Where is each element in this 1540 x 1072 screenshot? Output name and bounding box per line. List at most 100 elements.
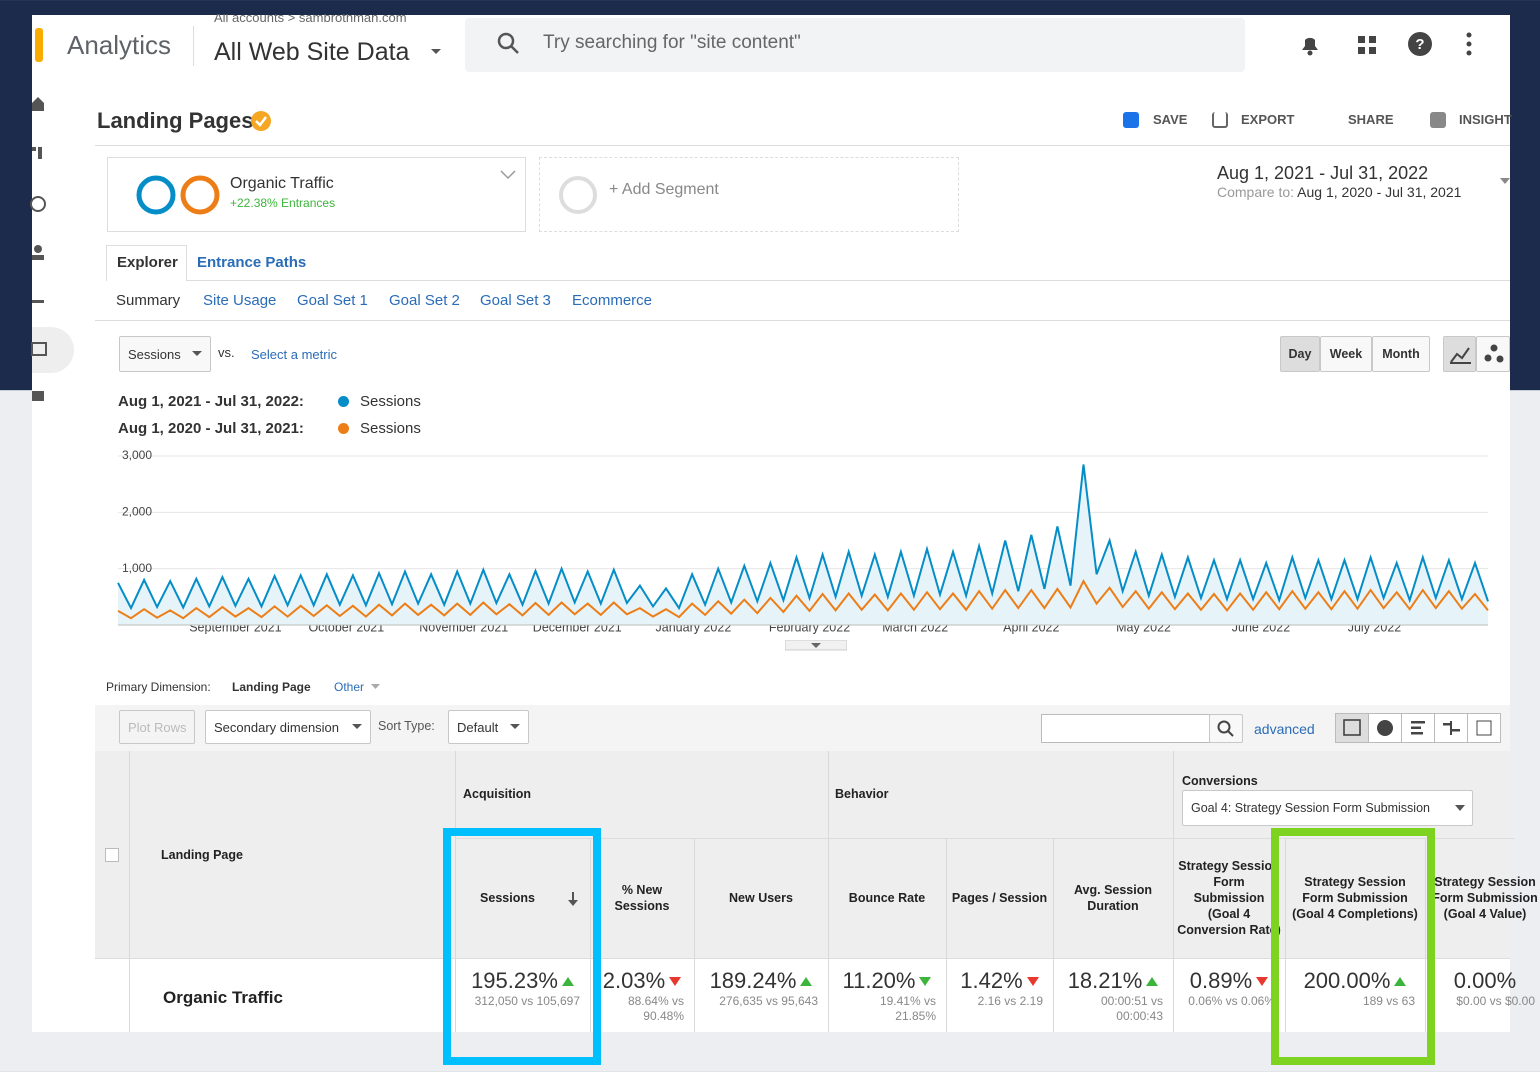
subtab[interactable]: Goal Set 1 xyxy=(297,292,368,309)
subtab[interactable]: Ecommerce xyxy=(572,292,652,309)
row-label: Organic Traffic xyxy=(163,988,283,1008)
subtab[interactable]: Site Usage xyxy=(203,292,276,309)
granularity-button[interactable]: Day xyxy=(1280,336,1320,372)
subtab[interactable]: Goal Set 3 xyxy=(480,292,551,309)
y-tick-label: 3,000 xyxy=(122,448,152,462)
legend-label: Sessions xyxy=(360,393,421,410)
action-icon[interactable] xyxy=(1212,112,1228,128)
divider xyxy=(95,145,1510,146)
change-detail: 19.41% vs 21.85% xyxy=(828,994,946,1024)
group-header: Behavior xyxy=(835,787,889,801)
caret xyxy=(352,724,362,730)
area xyxy=(118,465,1488,626)
select-metric[interactable]: Select a metric xyxy=(251,347,337,362)
segment-chevron[interactable] xyxy=(500,170,516,180)
highlight-box xyxy=(443,828,601,1065)
cell: 0.00%$0.00 vs $0.00 xyxy=(1425,968,1540,1030)
vline xyxy=(129,751,130,1032)
y-tick-label: 1,000 xyxy=(122,561,152,575)
cell: 11.20%19.41% vs 21.85% xyxy=(828,968,946,1030)
other-dimension[interactable]: Other xyxy=(334,680,364,694)
date-caret[interactable] xyxy=(1500,178,1510,185)
subtab[interactable]: Summary xyxy=(116,292,180,309)
tab[interactable]: Entrance Paths xyxy=(197,254,306,271)
cell: 189.24%276,635 vs 95,643 xyxy=(694,968,828,1030)
add-segment[interactable]: + Add Segment xyxy=(609,181,719,199)
caret xyxy=(192,351,202,357)
sort-type-label: Sort Type: xyxy=(378,719,435,733)
advanced-filter[interactable]: advanced xyxy=(1254,721,1315,737)
left-nav[interactable] xyxy=(30,95,50,405)
separator xyxy=(193,26,194,66)
dropdown-caret xyxy=(430,48,442,56)
cell-change-line: 189.24% xyxy=(694,968,828,994)
subtab[interactable]: Goal Set 2 xyxy=(389,292,460,309)
legend-period: Aug 1, 2020 - Jul 31, 2021: xyxy=(118,420,304,437)
granularity-button[interactable]: Week xyxy=(1320,336,1372,372)
tab[interactable]: Explorer xyxy=(117,254,178,271)
trend-arrow xyxy=(1256,977,1268,986)
legend-label: Sessions xyxy=(360,420,421,437)
plot-rows[interactable]: Plot Rows xyxy=(119,710,195,744)
chart: 1,0002,0003,000September 2021October 202… xyxy=(95,440,1510,640)
goal-dropdown[interactable]: Goal 4: Strategy Session Form Submission xyxy=(1182,790,1473,826)
action-icon[interactable] xyxy=(1123,112,1139,128)
date-range[interactable]: Aug 1, 2021 - Jul 31, 2022 xyxy=(1217,163,1428,184)
logo xyxy=(35,28,43,62)
product-name: Analytics xyxy=(67,30,171,61)
caret xyxy=(510,724,520,730)
change-value: 1.42% xyxy=(960,968,1022,994)
action-button[interactable]: SHARE xyxy=(1348,112,1394,127)
change-value: 189.24% xyxy=(710,968,797,994)
report-title: Landing Pages xyxy=(97,108,253,134)
change-value: 11.20% xyxy=(843,968,916,994)
compare-range: Compare to: Aug 1, 2020 - Jul 31, 2021 xyxy=(1217,184,1461,200)
action-icon[interactable] xyxy=(1430,112,1446,128)
chart-collapse[interactable] xyxy=(785,640,847,652)
select-all-checkbox[interactable] xyxy=(105,848,119,862)
property-selector[interactable]: All Web Site Data xyxy=(214,38,409,67)
action-icon[interactable] xyxy=(1318,112,1334,128)
granularity-label: Week xyxy=(1330,347,1362,361)
verified-badge xyxy=(250,110,272,132)
trend-arrow xyxy=(800,977,812,986)
change-value: 2.03% xyxy=(603,968,665,994)
action-button[interactable]: EXPORT xyxy=(1241,112,1294,127)
trend-arrow xyxy=(669,977,681,986)
cell-change-line: 11.20% xyxy=(828,968,946,994)
change-value: 0.89% xyxy=(1190,968,1252,994)
change-detail: 0.06% vs 0.06% xyxy=(1173,994,1285,1009)
chart-toggle-icons xyxy=(1447,342,1507,366)
caret xyxy=(1455,805,1465,811)
legend-marker xyxy=(338,396,349,407)
table-search[interactable] xyxy=(1041,714,1210,743)
cell-change-line: 0.89% xyxy=(1173,968,1285,994)
cell-change-line: 0.00% xyxy=(1425,968,1540,994)
change-detail: 00:00:51 vs 00:00:43 xyxy=(1053,994,1173,1024)
add-segment-card[interactable] xyxy=(539,157,959,232)
primary-dimension[interactable]: Landing Page xyxy=(232,680,311,694)
cell: 18.21%00:00:51 vs 00:00:43 xyxy=(1053,968,1173,1030)
trend-arrow xyxy=(1146,977,1158,986)
header-icons[interactable]: ? xyxy=(1296,30,1486,58)
change-value: 18.21% xyxy=(1068,968,1143,994)
legend-period: Aug 1, 2021 - Jul 31, 2022: xyxy=(118,393,304,410)
cell-change-line: 2.03% xyxy=(590,968,694,994)
segment-icon xyxy=(136,174,222,216)
compare-dates: Aug 1, 2020 - Jul 31, 2021 xyxy=(1297,184,1461,200)
add-segment-icon xyxy=(558,175,598,215)
granularity-button[interactable]: Month xyxy=(1372,336,1430,372)
segment-change: +22.38% Entrances xyxy=(230,196,335,210)
secondary-dimension[interactable]: Secondary dimension xyxy=(205,710,371,744)
highlight-box xyxy=(1271,828,1435,1065)
cell: 1.42%2.16 vs 2.19 xyxy=(946,968,1053,1030)
change-value: 0.00% xyxy=(1454,968,1516,994)
caret xyxy=(371,684,380,690)
action-button[interactable]: SAVE xyxy=(1153,112,1187,127)
view-toggles[interactable] xyxy=(1335,713,1505,743)
goal-label: Goal 4: Strategy Session Form Submission xyxy=(1191,801,1430,815)
breadcrumb[interactable]: All accounts > sambrothman.com xyxy=(214,14,407,26)
change-detail: 2.16 vs 2.19 xyxy=(946,994,1053,1009)
action-button[interactable]: INSIGHT xyxy=(1459,112,1512,127)
